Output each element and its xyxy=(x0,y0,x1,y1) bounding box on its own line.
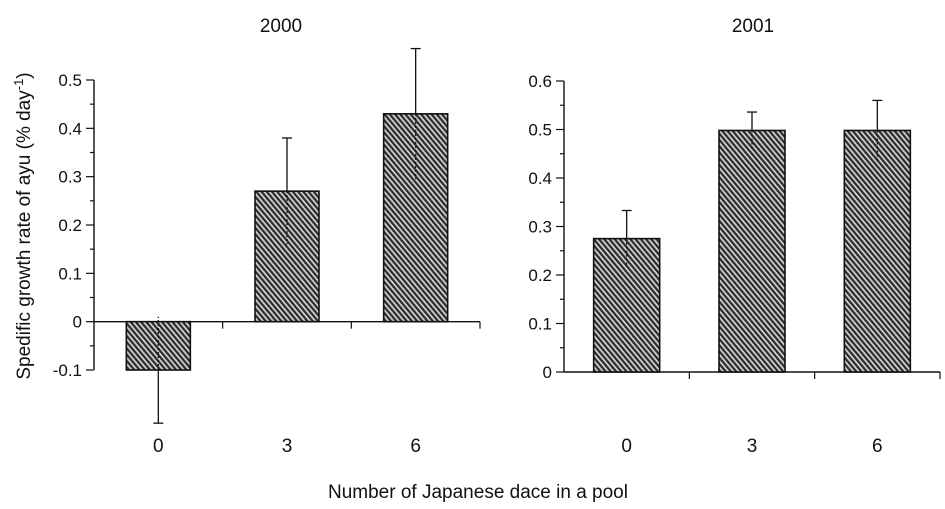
y-tick-label: 0.4 xyxy=(58,119,82,138)
y-axis-title-main: Spedific growth rate of ayu (% day xyxy=(14,90,35,380)
y-tick-label: 0.1 xyxy=(58,264,82,283)
y-tick-label: 0.6 xyxy=(528,72,552,91)
y-tick-label: 0.3 xyxy=(528,218,552,237)
y-axis-title-close: ) xyxy=(14,72,35,78)
y-tick-label: 0.5 xyxy=(528,121,552,140)
y-tick-label: 0 xyxy=(543,363,552,382)
y-tick-label: 0.2 xyxy=(58,216,82,235)
panel-title: 2000 xyxy=(260,16,302,37)
x-category-label: 3 xyxy=(747,436,758,457)
y-tick-label: 0.5 xyxy=(58,71,82,90)
bar xyxy=(382,113,449,323)
y-tick-label: 0.1 xyxy=(528,315,552,334)
panel-2001: 2001 0 0.1 0.2 0.3 0.4 0.5 0.6 0 3 6 xyxy=(528,16,941,457)
x-axis-title: Number of Japanese dace in a pool xyxy=(328,482,628,503)
bar xyxy=(592,237,661,373)
y-tick-label: -0.1 xyxy=(53,361,82,380)
x-category-label: 6 xyxy=(872,436,883,457)
x-category-label: 3 xyxy=(282,436,293,457)
panel-2000: 2000 -0.1 0 0.1 0.2 0.3 0.4 0.5 0 3 6 xyxy=(53,16,481,457)
y-tick-label: 0.4 xyxy=(528,169,552,188)
y-tick-label: 0.2 xyxy=(528,266,552,285)
y-tick-label: 0.3 xyxy=(58,168,82,187)
bar xyxy=(718,129,786,373)
bar xyxy=(254,190,320,323)
panel-title: 2001 xyxy=(732,16,774,37)
bar xyxy=(843,129,912,373)
y-axis-title: Spedific growth rate of ayu (% day-1) xyxy=(11,72,35,379)
x-category-label: 0 xyxy=(153,436,164,457)
x-category-label: 0 xyxy=(621,436,632,457)
x-category-label: 6 xyxy=(410,436,421,457)
y-tick-label: 0 xyxy=(73,313,82,332)
y-axis-title-superscript: -1 xyxy=(11,79,26,91)
